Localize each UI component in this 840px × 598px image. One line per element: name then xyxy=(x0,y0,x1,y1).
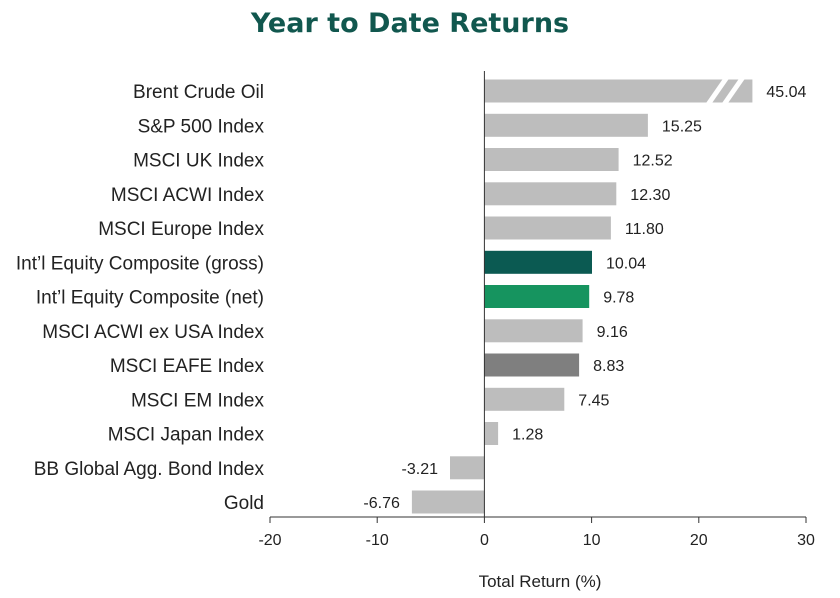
bar xyxy=(411,490,485,514)
category-label: MSCI UK Index xyxy=(133,151,264,172)
bar xyxy=(484,182,617,206)
category-label: S&P 500 Index xyxy=(138,116,265,137)
bar xyxy=(484,353,580,377)
category-label: MSCI EAFE Index xyxy=(110,356,265,377)
value-label: 11.80 xyxy=(625,221,664,238)
category-label: BB Global Agg. Bond Index xyxy=(34,459,265,480)
bar xyxy=(450,456,485,480)
x-tick-label: 30 xyxy=(797,532,815,549)
value-label: 9.16 xyxy=(597,324,628,341)
value-label: 12.52 xyxy=(633,153,673,170)
category-label: Gold xyxy=(224,493,264,514)
category-label: MSCI Europe Index xyxy=(98,219,264,240)
value-label: 10.04 xyxy=(606,255,646,272)
value-label: -6.76 xyxy=(363,495,400,512)
bar xyxy=(484,422,499,445)
x-axis-title: Total Return (%) xyxy=(479,572,602,591)
value-label: 15.25 xyxy=(662,118,702,135)
category-label: MSCI EM Index xyxy=(131,390,265,411)
value-label: 7.45 xyxy=(578,392,609,409)
value-label: 8.83 xyxy=(593,358,624,375)
bar xyxy=(484,319,583,343)
value-label: -3.21 xyxy=(402,461,439,478)
bar xyxy=(484,148,619,171)
x-tick-label: -20 xyxy=(258,532,281,549)
x-tick-label: 0 xyxy=(480,532,489,549)
bar xyxy=(484,113,648,137)
bar xyxy=(484,79,753,103)
bar xyxy=(484,285,590,308)
category-label: MSCI ACWI ex USA Index xyxy=(42,322,264,343)
chart-title: Year to Date Returns xyxy=(250,8,570,39)
category-label: Brent Crude Oil xyxy=(133,82,264,103)
value-label: 1.28 xyxy=(512,427,543,444)
axis-break-slash xyxy=(706,79,729,103)
category-label: Int’l Equity Composite (net) xyxy=(36,288,264,309)
category-label: MSCI ACWI Index xyxy=(111,185,265,206)
axis-break-slash xyxy=(722,79,745,103)
category-label: MSCI Japan Index xyxy=(108,425,265,446)
value-label: 45.04 xyxy=(766,84,806,101)
category-label: Int’l Equity Composite (gross) xyxy=(16,253,264,274)
x-tick-label: 20 xyxy=(690,532,708,549)
bar xyxy=(484,387,565,411)
value-label: 12.30 xyxy=(630,187,670,204)
bar xyxy=(484,250,592,274)
x-tick-label: 10 xyxy=(583,532,601,549)
x-tick-label: -10 xyxy=(366,532,389,549)
bar xyxy=(484,216,611,240)
value-label: 9.78 xyxy=(603,290,634,307)
